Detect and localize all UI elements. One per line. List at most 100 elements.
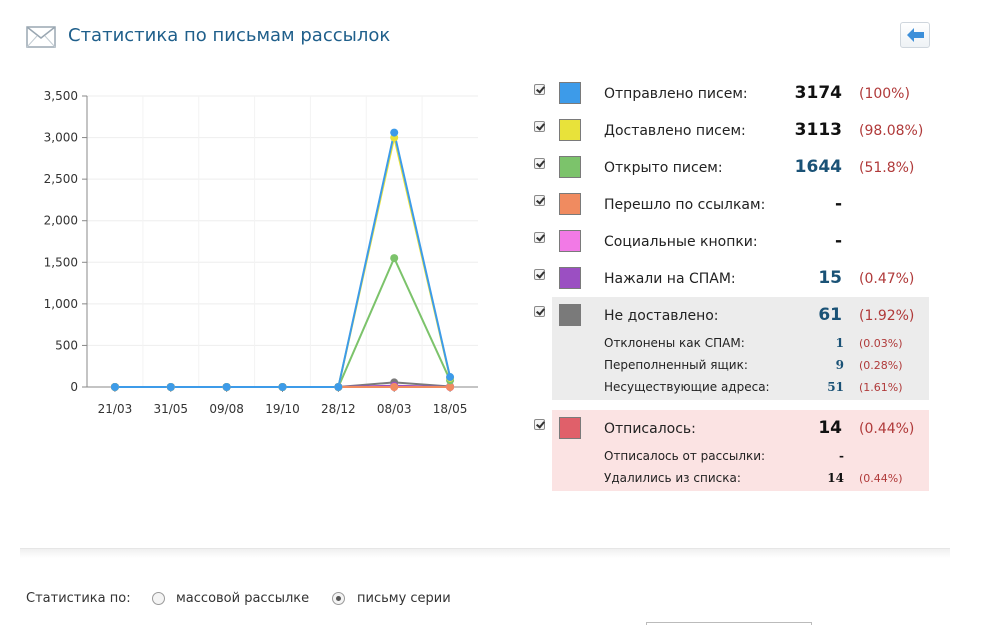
detail-label: Удалились из списка: — [604, 471, 741, 485]
radio-series-letter-label[interactable]: письму серии — [357, 591, 451, 606]
legend-row: Доставлено писем: 3113 (98.08%) — [530, 115, 930, 149]
legend-row-percent: (100%) — [859, 86, 910, 102]
series-point — [446, 383, 455, 391]
series-point — [166, 383, 175, 391]
legend-row-value: 15 — [818, 268, 842, 288]
series-color-swatch — [559, 267, 581, 289]
series-point — [390, 254, 399, 263]
y-tick-label: 3,000 — [44, 131, 78, 145]
legend-row-label: Отписалось: — [604, 421, 696, 437]
series-color-swatch — [559, 82, 581, 104]
legend-row: Открыто писем: 1644 (51.8%) — [530, 152, 930, 186]
detail-percent: (0.44%) — [859, 472, 903, 485]
legend-row: Не доставлено: 61 (1.92%) — [530, 300, 930, 334]
legend-row-value: - — [834, 194, 842, 214]
legend-row: Отправлено писем: 3174 (100%) — [530, 78, 930, 112]
y-tick-label: 500 — [55, 338, 78, 352]
series-checkbox[interactable] — [534, 84, 545, 95]
legend-row-label: Открыто писем: — [604, 160, 723, 176]
detail-value: 51 — [827, 380, 844, 394]
statistics-chart: 0 500 1,000 1,500 2,000 2,500 3,000 3,500 21/03 3… — [30, 86, 490, 426]
radio-mass-mailing[interactable] — [152, 592, 165, 605]
series-point — [334, 383, 343, 391]
radio-series-letter[interactable] — [332, 592, 345, 605]
stats-mode-selector: Статистика по: массовой рассылке письму … — [26, 591, 626, 611]
detail-label: Отклонены как СПАМ: — [604, 336, 745, 350]
y-tick-label: 2,500 — [44, 172, 78, 186]
series-color-swatch — [559, 417, 581, 439]
legend-row: Перешло по ссылкам: - — [530, 189, 930, 223]
not-delivered-panel — [552, 297, 929, 400]
legend-row-value: 3113 — [794, 120, 842, 140]
unsubscribed-panel — [552, 410, 929, 491]
y-tick-label: 1,000 — [44, 297, 78, 311]
legend-row-value: 61 — [818, 305, 842, 325]
series-checkbox[interactable] — [534, 195, 545, 206]
page-header: Статистика по письмам рассылок — [24, 20, 944, 54]
series-checkbox[interactable] — [534, 269, 545, 280]
series-color-swatch — [559, 193, 581, 215]
legend-detail-row: Отклонены как СПАМ: 1 (0.03%) — [604, 336, 924, 356]
legend-row-label: Не доставлено: — [604, 308, 719, 324]
x-tick-label: 31/05 — [153, 402, 188, 416]
series-color-swatch — [559, 119, 581, 141]
legend-row-percent: (0.47%) — [859, 271, 915, 287]
series-color-swatch — [559, 304, 581, 326]
x-tick-label: 09/08 — [209, 402, 244, 416]
legend-row-percent: (98.08%) — [859, 123, 924, 139]
series-checkbox[interactable] — [534, 158, 545, 169]
bottom-control-edge — [646, 622, 812, 625]
legend-detail-row: Переполненный ящик: 9 (0.28%) — [604, 358, 924, 378]
radio-mass-mailing-label[interactable]: массовой рассылке — [176, 591, 310, 606]
detail-value: - — [839, 449, 844, 463]
detail-label: Переполненный ящик: — [604, 358, 748, 372]
series-point — [390, 128, 399, 137]
legend-row-percent: (51.8%) — [859, 160, 915, 176]
x-tick-label: 21/03 — [98, 402, 133, 416]
series-checkbox[interactable] — [534, 419, 545, 430]
series-checkbox[interactable] — [534, 306, 545, 317]
series-point — [278, 383, 287, 391]
detail-value: 1 — [835, 336, 844, 350]
legend-row-value: 1644 — [794, 157, 842, 177]
legend-detail-row: Отписалось от рассылки: - — [604, 449, 924, 469]
series-point — [390, 383, 399, 391]
page-title: Статистика по письмам рассылок — [68, 25, 391, 46]
series-point — [446, 373, 455, 382]
x-tick-label: 19/10 — [265, 402, 300, 416]
legend-row-label: Перешло по ссылкам: — [604, 197, 766, 213]
legend-detail-row: Удалились из списка: 14 (0.44%) — [604, 471, 924, 491]
back-button[interactable] — [900, 22, 930, 48]
detail-value: 14 — [827, 471, 844, 485]
y-tick-label: 3,500 — [44, 89, 78, 103]
section-divider — [20, 548, 950, 558]
series-point — [222, 383, 231, 391]
line-chart: 0 500 1,000 1,500 2,000 2,500 3,000 3,500 21/03 3… — [44, 89, 478, 416]
legend-row: Отписалось: 14 (0.44%) — [530, 413, 930, 447]
legend-row-value: 3174 — [794, 83, 842, 103]
legend-row-label: Доставлено писем: — [604, 123, 746, 139]
series-point — [110, 383, 119, 391]
series-color-swatch — [559, 156, 581, 178]
envelope-icon — [26, 26, 56, 48]
x-tick-label: 28/12 — [321, 402, 356, 416]
legend-row: Социальные кнопки: - — [530, 226, 930, 260]
detail-label: Несуществующие адреса: — [604, 380, 770, 394]
detail-percent: (0.03%) — [859, 337, 903, 350]
arrow-left-icon — [907, 28, 924, 42]
series-line — [114, 255, 451, 388]
series-line — [114, 132, 452, 388]
series-checkbox[interactable] — [534, 121, 545, 132]
y-tick-label: 2,000 — [44, 214, 78, 228]
legend-row: Нажали на СПАМ: 15 (0.47%) — [530, 263, 930, 297]
detail-value: 9 — [835, 358, 844, 372]
legend-row-label: Отправлено писем: — [604, 86, 748, 102]
x-tick-label: 18/05 — [433, 402, 468, 416]
legend-row-value: - — [834, 231, 842, 251]
y-tick-label: 1,500 — [44, 255, 78, 269]
legend-row-label: Социальные кнопки: — [604, 234, 758, 250]
series-checkbox[interactable] — [534, 232, 545, 243]
legend-row-percent: (0.44%) — [859, 421, 915, 437]
legend-row-percent: (1.92%) — [859, 308, 915, 324]
series-color-swatch — [559, 230, 581, 252]
